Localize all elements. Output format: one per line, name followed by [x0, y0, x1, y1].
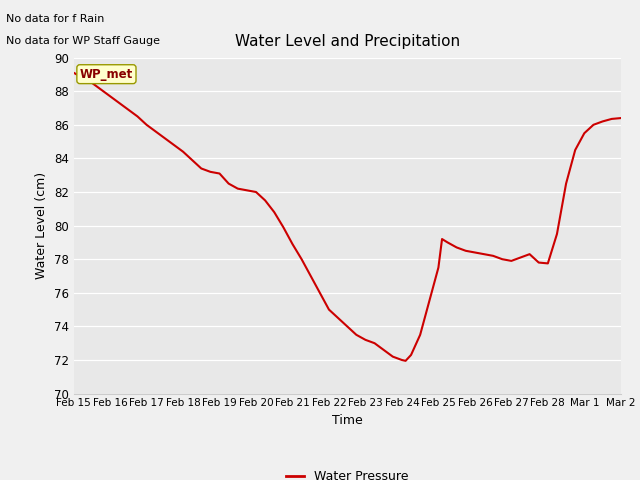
X-axis label: Time: Time [332, 414, 363, 427]
Title: Water Level and Precipitation: Water Level and Precipitation [235, 35, 460, 49]
Legend: Water Pressure: Water Pressure [280, 465, 414, 480]
Text: No data for f Rain: No data for f Rain [6, 14, 105, 24]
Y-axis label: Water Level (cm): Water Level (cm) [35, 172, 48, 279]
Text: No data for WP Staff Gauge: No data for WP Staff Gauge [6, 36, 161, 46]
Text: WP_met: WP_met [80, 68, 133, 81]
